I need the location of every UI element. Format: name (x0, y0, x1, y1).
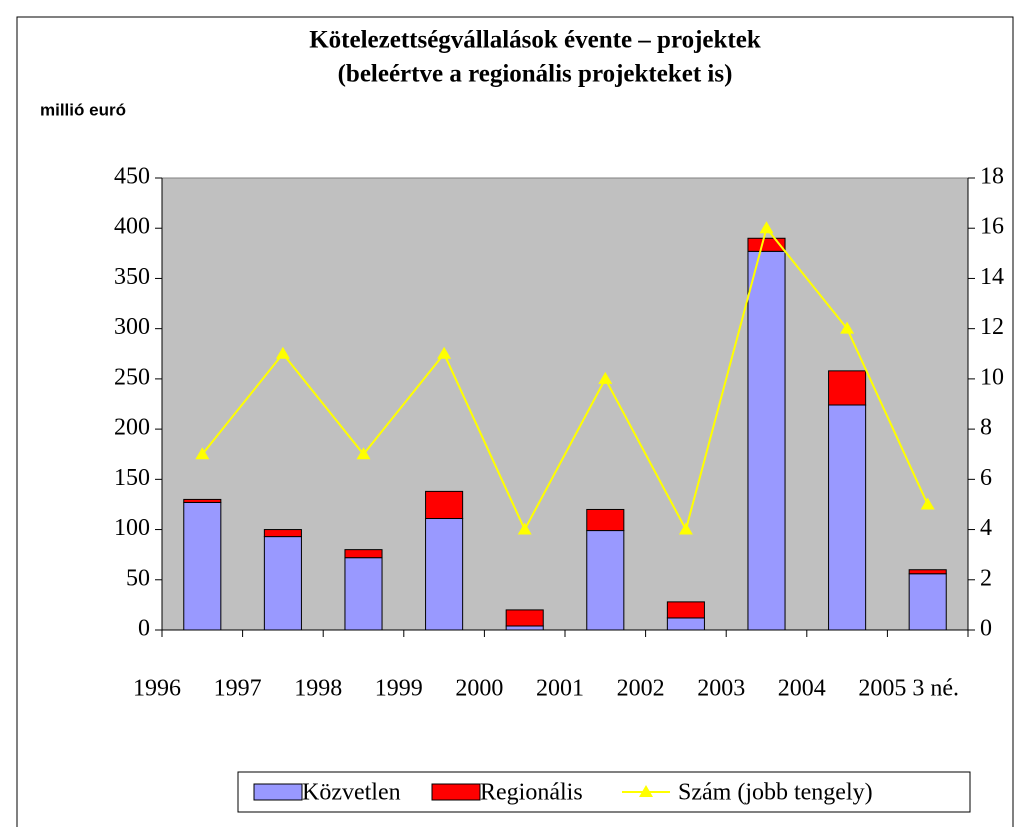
y2-tick-label: 2 (980, 565, 992, 591)
bar (828, 404, 867, 631)
y-tick-label: 0 (138, 616, 150, 642)
x-tick-label: 2005 3 né. (858, 676, 959, 702)
y-tick-label: 150 (114, 465, 150, 491)
y-tick-label: 300 (114, 314, 150, 340)
bar (828, 370, 867, 406)
x-tick-label: 2003 (697, 676, 745, 702)
y-tick-label: 50 (126, 565, 150, 591)
line-series (201, 226, 929, 533)
bar (747, 237, 786, 252)
bar (586, 508, 625, 532)
y2-tick-label: 8 (980, 415, 992, 441)
legend-marker (639, 785, 653, 797)
bar (908, 569, 947, 575)
line-marker (517, 522, 532, 535)
bar (747, 250, 786, 631)
line-marker (437, 346, 452, 359)
line-marker (195, 447, 210, 460)
y2-tick-label: 14 (980, 264, 1004, 290)
legend-box (237, 771, 971, 813)
x-tick-label: 1998 (294, 676, 342, 702)
y-tick-label: 350 (114, 264, 150, 290)
bar (183, 501, 222, 631)
y2-tick-label: 0 (980, 616, 992, 642)
y-tick-label: 200 (114, 415, 150, 441)
x-tick-label: 1999 (375, 676, 423, 702)
y-tick-label: 250 (114, 364, 150, 390)
y2-tick-label: 6 (980, 465, 992, 491)
y2-tick-label: 12 (980, 314, 1004, 340)
x-tick-label: 2000 (455, 676, 503, 702)
line-marker (356, 447, 371, 460)
chart-title: Kötelezettségvállalások évente – projekt… (309, 27, 761, 54)
y-tick-label: 450 (114, 164, 150, 190)
line-marker (840, 321, 855, 334)
y-tick-label: 400 (114, 214, 150, 240)
bar (505, 609, 544, 627)
y-axis-label: millió euró (40, 100, 126, 119)
bar (586, 530, 625, 631)
line-marker (759, 221, 774, 234)
x-tick-label: 2004 (778, 676, 826, 702)
bar (344, 549, 383, 559)
legend-swatch (253, 783, 303, 801)
legend-label: Közvetlen (302, 780, 401, 806)
chart-subtitle: (beleértve a regionális projekteket is) (338, 61, 733, 88)
bar (425, 518, 464, 631)
line-marker (920, 497, 935, 510)
bar (263, 536, 302, 631)
bar (425, 490, 464, 520)
bar (344, 557, 383, 631)
y-tick-label: 100 (114, 515, 150, 541)
line-marker (598, 371, 613, 384)
y2-tick-label: 4 (980, 515, 992, 541)
bar (666, 601, 705, 619)
x-tick-label: 2001 (536, 676, 584, 702)
bar (505, 625, 544, 631)
bar (263, 529, 302, 538)
y2-tick-label: 10 (980, 364, 1004, 390)
x-tick-label: 1996 (133, 676, 181, 702)
y2-tick-label: 18 (980, 164, 1004, 190)
x-tick-label: 2002 (617, 676, 665, 702)
line-marker (275, 346, 290, 359)
x-tick-label: 1997 (214, 676, 262, 702)
bar (666, 617, 705, 631)
line-marker (678, 522, 693, 535)
bar (183, 498, 222, 503)
legend-label: Regionális (480, 780, 583, 806)
bar (908, 573, 947, 631)
y2-tick-label: 16 (980, 214, 1004, 240)
legend-swatch (431, 783, 481, 801)
legend-label: Szám (jobb tengely) (678, 780, 873, 806)
